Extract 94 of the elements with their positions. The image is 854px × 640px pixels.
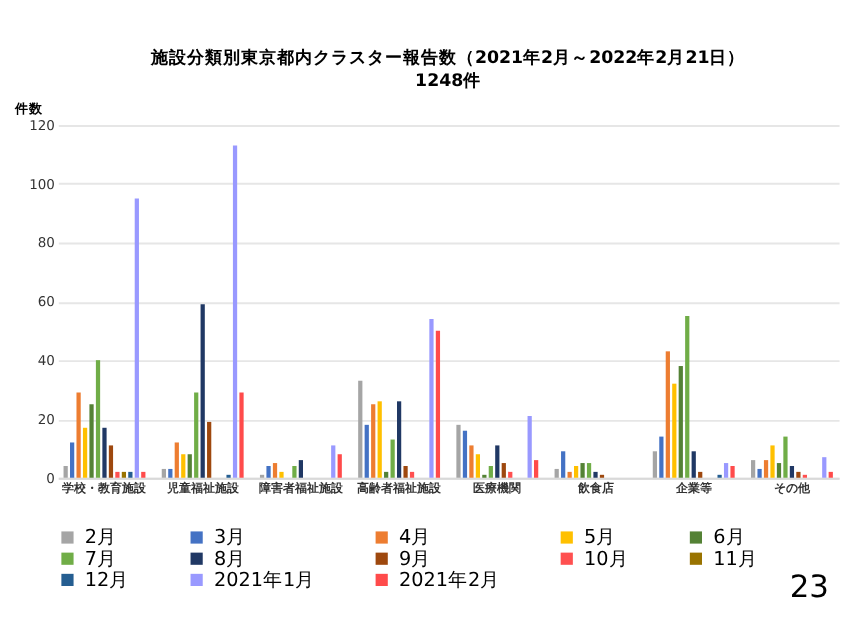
legend-label: 7月: [84, 548, 118, 571]
bar: [750, 460, 756, 478]
bar: [783, 436, 788, 478]
legend-label: 10月: [584, 548, 629, 571]
bar: [232, 145, 238, 478]
chart-subtitle: 1248件: [415, 70, 482, 93]
bar: [822, 457, 827, 478]
bar: [70, 442, 75, 478]
bar: [161, 468, 166, 478]
bar: [776, 463, 782, 478]
bar: [456, 424, 461, 478]
bar: [207, 421, 212, 478]
legend-label: 2月: [84, 527, 118, 550]
bar: [266, 465, 271, 478]
bar: [384, 471, 389, 478]
bar: [134, 198, 139, 478]
legend-label: 2021年1月: [213, 567, 316, 592]
bar: [409, 471, 415, 478]
bar: [789, 465, 795, 478]
bar: [272, 463, 278, 478]
bar: [462, 430, 468, 478]
bar: [108, 445, 114, 478]
bar: [501, 463, 506, 478]
bar: [580, 463, 585, 478]
bar: [723, 463, 729, 478]
bar: [534, 460, 539, 478]
bar: [763, 460, 769, 478]
bar: [279, 471, 284, 478]
legend-label: 6月: [713, 527, 746, 550]
bar: [770, 445, 775, 478]
bar: [567, 471, 572, 478]
bar: [95, 360, 101, 478]
legend-label: 12月: [84, 569, 130, 592]
bar: [298, 460, 304, 478]
bar: [239, 392, 244, 478]
bar: [371, 404, 376, 478]
bar: [527, 416, 532, 478]
bar: [141, 471, 146, 478]
bar: [435, 330, 441, 478]
bar: [698, 471, 703, 478]
bar: [495, 445, 500, 478]
bar: [168, 468, 173, 478]
bar: [796, 471, 801, 478]
bar: [554, 468, 559, 478]
legend-label: 4月: [399, 527, 432, 550]
bar: [469, 445, 474, 478]
bar: [508, 471, 513, 478]
bar: [396, 401, 402, 478]
text: 23: [789, 569, 829, 606]
bar: [561, 451, 566, 478]
bar: [128, 471, 133, 478]
bar: [652, 451, 658, 478]
bar: [593, 471, 598, 478]
bar: [200, 304, 205, 478]
bar: [475, 454, 481, 478]
bar: [573, 465, 579, 478]
legend-label: 3月: [213, 527, 247, 550]
bar: [828, 471, 833, 478]
legend-label: 8月: [213, 548, 247, 571]
legend-label: 9月: [399, 548, 432, 571]
bar: [429, 319, 434, 478]
bar: [82, 427, 88, 478]
bar: [337, 454, 342, 478]
bar: [665, 351, 670, 478]
bar: [403, 465, 408, 478]
bar: [364, 424, 369, 478]
bar: [102, 427, 107, 478]
bar: [63, 465, 68, 478]
bar: [358, 380, 363, 478]
bar: [174, 442, 179, 478]
bar: [678, 366, 683, 478]
bar: [89, 404, 94, 478]
bar: [377, 401, 382, 478]
legend-label: 11月: [713, 548, 758, 571]
bar: [121, 471, 127, 478]
bar: [659, 436, 664, 478]
bar: [691, 451, 696, 478]
bar: [187, 454, 192, 478]
legend-label: 2021年2月: [399, 567, 501, 592]
bar: [672, 383, 677, 478]
bar: [331, 445, 336, 478]
bar: [194, 392, 199, 478]
bar: [390, 439, 395, 478]
bar: [685, 316, 690, 478]
bar: [488, 465, 493, 478]
bar: [292, 465, 297, 478]
legend-label: 5月: [584, 527, 617, 550]
bar: [757, 468, 762, 478]
chart-title: 施設分類別東京都内クラスター報告数（2021年2月～2022年2月21日）: [148, 47, 746, 70]
bar: [181, 454, 186, 478]
bar: [586, 463, 592, 478]
bar: [730, 465, 735, 478]
bar: [76, 392, 81, 478]
bar: [115, 471, 120, 478]
